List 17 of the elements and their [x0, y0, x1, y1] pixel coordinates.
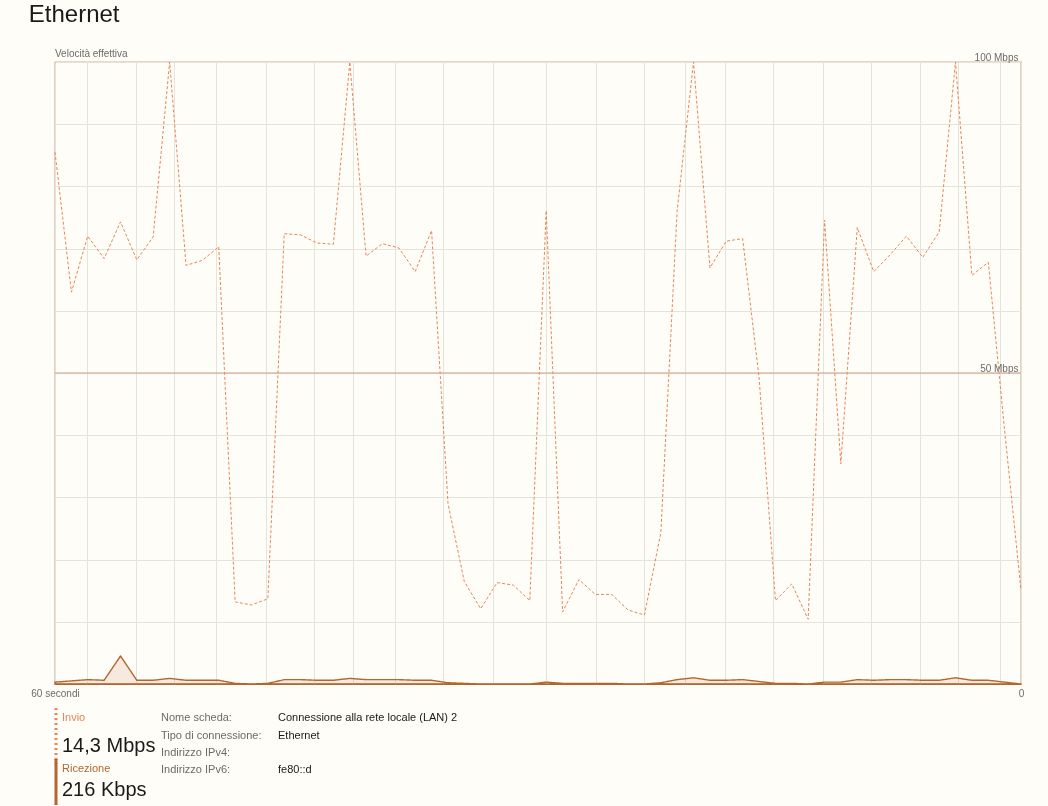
text: Tipo di connessione: — [161, 729, 262, 741]
y-axis-title: Velocità effettiva — [55, 48, 129, 59]
x-tick-label: 60 secondi — [31, 687, 80, 699]
text: Ricezione — [62, 762, 111, 774]
text: fe80::d — [278, 763, 312, 775]
text: Connessione alla rete locale (LAN) 2 — [278, 711, 458, 723]
chart-title: Ethernet — [28, 0, 120, 27]
text: Ethernet — [278, 729, 320, 741]
text: 14,3 Mbps — [62, 734, 156, 756]
text: 216 Kbps — [62, 778, 147, 800]
text: Invio — [62, 711, 86, 723]
text: Indirizzo IPv6: — [161, 763, 231, 775]
y-tick-label: 100 Mbps — [974, 51, 1019, 63]
text: Indirizzo IPv4: — [161, 746, 231, 758]
x-tick-label: 0 — [1018, 687, 1025, 699]
text: Nome scheda: — [161, 711, 232, 723]
y-tick-label: 50 Mbps — [980, 362, 1019, 374]
